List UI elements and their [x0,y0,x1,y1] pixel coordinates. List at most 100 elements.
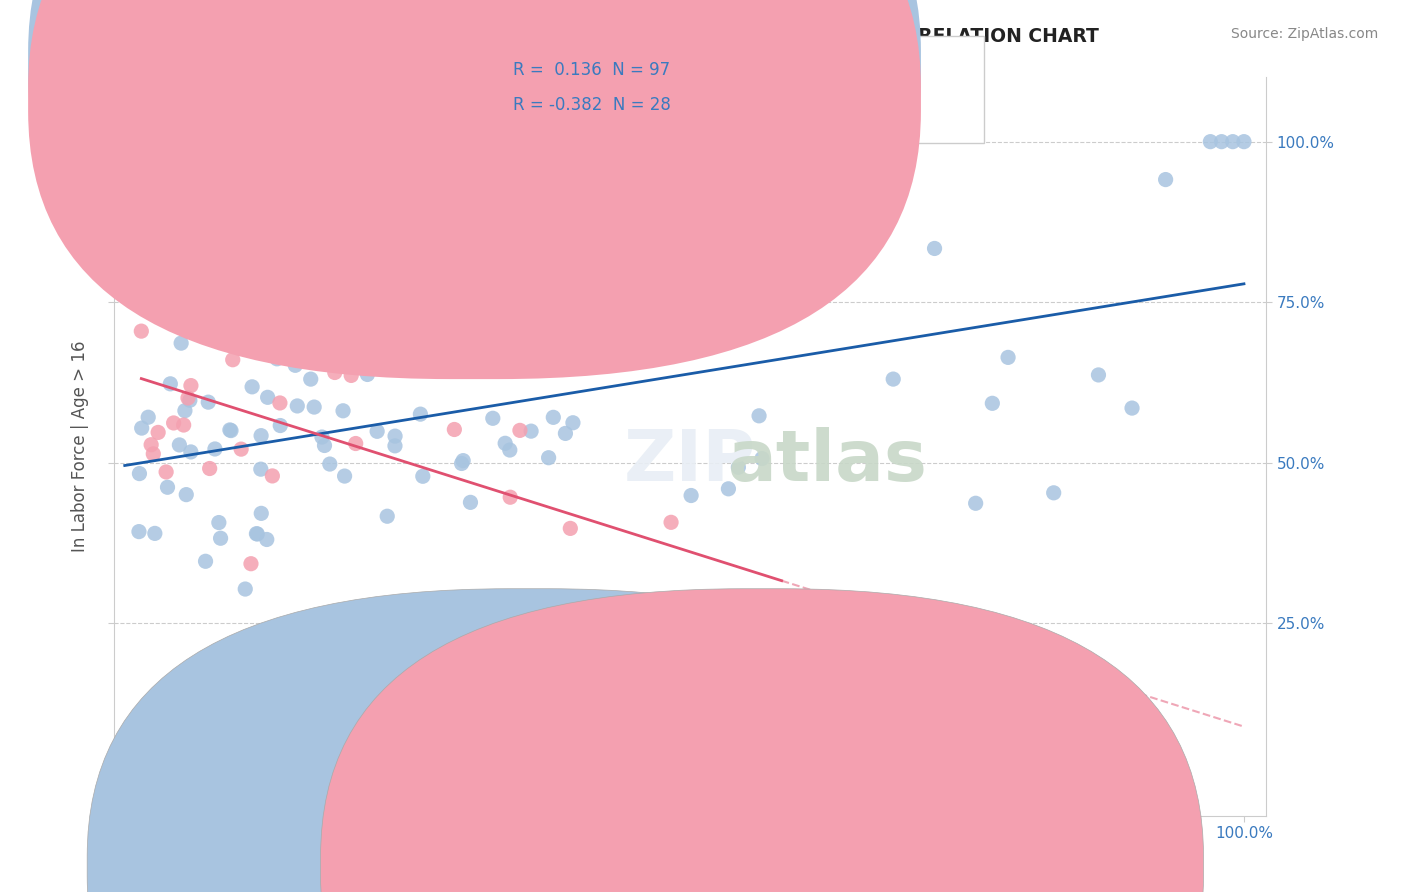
Immigrants from Norway [142,447,165,461]
Scotch-Irish [174,403,197,417]
Immigrants from Norway [138,289,160,303]
Text: R = -0.382  N = 28: R = -0.382 N = 28 [513,96,671,114]
Scotch-Irish [299,372,322,386]
Immigrants from Norway [269,396,291,410]
Scotch-Irish [391,337,413,351]
Scotch-Irish [482,411,505,425]
Scotch-Irish [336,338,359,352]
Text: ZIP: ZIP [624,427,756,496]
Scotch-Irish [156,480,179,494]
Scotch-Irish [337,632,360,646]
Scotch-Irish [1199,135,1222,149]
Scotch-Irish [543,410,565,425]
Immigrants from Norway [499,490,522,504]
Immigrants from Norway [222,352,245,367]
Scotch-Irish [460,495,482,509]
Scotch-Irish [450,457,472,471]
Scotch-Irish [1222,135,1244,149]
Immigrants from Norway [560,521,582,535]
Scotch-Irish [1154,172,1177,186]
Immigrants from Norway [177,391,200,405]
Immigrants from Norway [180,378,202,392]
Y-axis label: In Labor Force | Age > 16: In Labor Force | Age > 16 [72,341,89,552]
Scotch-Irish [343,324,366,338]
Immigrants from Norway [262,469,284,483]
Scotch-Irish [804,248,827,262]
Scotch-Irish [554,426,576,441]
Immigrants from Norway [239,557,262,571]
Scotch-Irish [1042,485,1064,500]
Scotch-Irish [409,407,432,421]
Scotch-Irish [170,336,193,351]
Immigrants from Norway [146,425,169,440]
Scotch-Irish [256,337,278,351]
Scotch-Irish [356,368,378,382]
Scotch-Irish [204,442,226,456]
Scotch-Irish [276,338,298,352]
Scotch-Irish [240,380,263,394]
Immigrants from Norway [162,416,184,430]
Scotch-Irish [882,372,904,386]
Scotch-Irish [233,582,256,596]
Immigrants from Norway [141,438,163,452]
Scotch-Irish [375,509,398,524]
Scotch-Irish [159,376,181,391]
Scotch-Irish [1233,135,1256,149]
Immigrants from Norway [443,422,465,436]
Scotch-Irish [179,393,201,408]
Scotch-Irish [924,242,946,256]
Scotch-Irish [1121,401,1143,415]
Scotch-Irish [250,428,273,442]
Scotch-Irish [727,460,749,475]
Scotch-Irish [981,396,1004,410]
Scotch-Irish [494,436,516,450]
Scotch-Irish [682,326,704,341]
Text: Immigrants from Norway: Immigrants from Norway [773,855,965,870]
Scotch-Irish [208,516,231,530]
Scotch-Irish [319,457,342,471]
Scotch-Irish [451,453,474,467]
Scotch-Irish [269,418,291,433]
Scotch-Irish [246,527,269,541]
Scotch-Irish [184,673,207,688]
Scotch-Irish [1211,135,1233,149]
Scotch-Irish [561,416,583,430]
Scotch-Irish [522,359,544,373]
Scotch-Irish [472,329,495,343]
Scotch-Irish [302,400,325,414]
Scotch-Irish [250,462,273,476]
Scotch-Irish [169,438,191,452]
Immigrants from Norway [173,417,195,432]
Scotch-Irish [499,443,522,458]
Scotch-Irish [284,359,307,373]
Scotch-Irish [136,410,159,425]
Scotch-Irish [717,482,740,496]
Scotch-Irish [194,554,217,568]
Scotch-Irish [256,390,278,404]
Scotch-Irish [748,409,770,423]
Scotch-Irish [965,496,987,510]
Immigrants from Norway [155,465,177,479]
Scotch-Irish [209,531,232,545]
Scotch-Irish [643,332,665,346]
Scotch-Irish [245,526,267,541]
Scotch-Irish [247,216,270,230]
Scotch-Irish [219,424,242,438]
Scotch-Irish [314,438,336,452]
Text: Source: ZipAtlas.com: Source: ZipAtlas.com [1230,27,1378,41]
Scotch-Irish [197,395,219,409]
Scotch-Irish [219,284,242,298]
Scotch-Irish [242,341,264,355]
Immigrants from Norway [659,516,682,530]
Immigrants from Norway [340,368,363,383]
Scotch-Irish [997,351,1019,365]
Immigrants from Norway [352,334,374,348]
Scotch-Irish [384,439,406,453]
Scotch-Irish [333,469,356,483]
Scotch-Irish [266,351,288,366]
Text: Scotch-Irish: Scotch-Irish [562,855,652,870]
Immigrants from Norway [149,300,172,314]
Scotch-Irish [128,467,150,481]
Scotch-Irish [285,399,308,413]
Scotch-Irish [219,423,242,437]
